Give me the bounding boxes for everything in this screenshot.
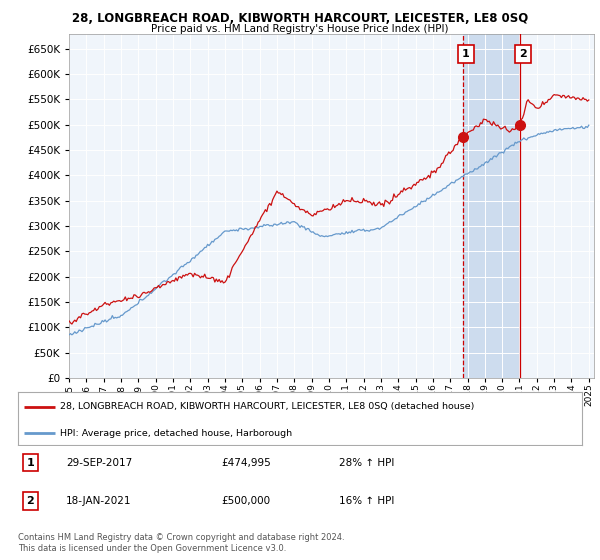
Text: 2: 2 [519,49,527,59]
Text: 1: 1 [26,458,34,468]
Text: 16% ↑ HPI: 16% ↑ HPI [340,496,395,506]
Text: 28, LONGBREACH ROAD, KIBWORTH HARCOURT, LEICESTER, LE8 0SQ (detached house): 28, LONGBREACH ROAD, KIBWORTH HARCOURT, … [60,403,475,412]
Text: 29-SEP-2017: 29-SEP-2017 [66,458,132,468]
Text: 1: 1 [462,49,470,59]
Text: HPI: Average price, detached house, Harborough: HPI: Average price, detached house, Harb… [60,429,292,438]
Text: £474,995: £474,995 [221,458,271,468]
Text: Contains HM Land Registry data © Crown copyright and database right 2024.
This d: Contains HM Land Registry data © Crown c… [18,533,344,553]
Text: Price paid vs. HM Land Registry's House Price Index (HPI): Price paid vs. HM Land Registry's House … [151,24,449,34]
Text: £500,000: £500,000 [221,496,270,506]
Text: 18-JAN-2021: 18-JAN-2021 [66,496,131,506]
Text: 28% ↑ HPI: 28% ↑ HPI [340,458,395,468]
Text: 2: 2 [26,496,34,506]
Text: 28, LONGBREACH ROAD, KIBWORTH HARCOURT, LEICESTER, LE8 0SQ: 28, LONGBREACH ROAD, KIBWORTH HARCOURT, … [72,12,528,25]
Bar [463,34,520,378]
